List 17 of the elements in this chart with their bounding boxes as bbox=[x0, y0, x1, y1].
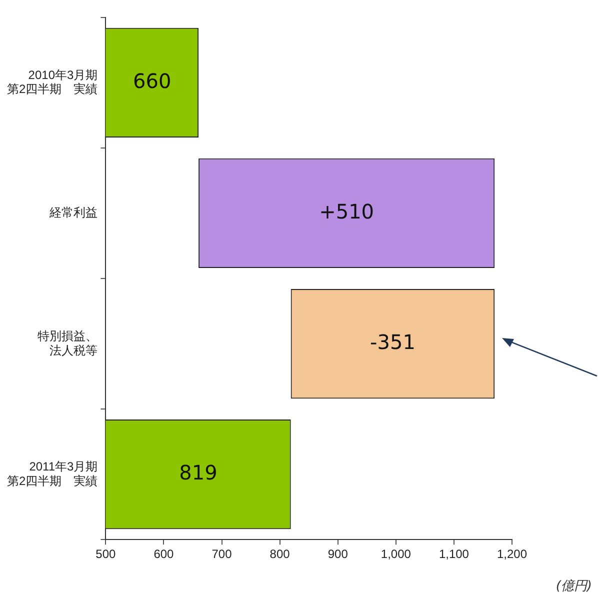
text: (億円) bbox=[556, 578, 592, 595]
data-label: 660 bbox=[133, 68, 172, 93]
y-tick-label: 2010年3月期第2四半期 実績 bbox=[6, 68, 98, 96]
y-tick-label: 特別損益、法人税等 bbox=[38, 328, 98, 358]
x-tick-label: 700 bbox=[212, 547, 232, 562]
x-tick-label: 800 bbox=[270, 547, 290, 562]
x-tick-label: 500 bbox=[96, 547, 116, 562]
data-label: +510 bbox=[319, 199, 374, 224]
x-tick-label: 600 bbox=[154, 547, 174, 562]
x-tick-label: 1,100 bbox=[438, 547, 470, 562]
data-label: -351 bbox=[370, 330, 416, 354]
x-tick-label: 1,000 bbox=[380, 547, 412, 562]
x-tick-label: 1,200 bbox=[496, 547, 528, 562]
data-label: 819 bbox=[179, 460, 218, 485]
y-tick-label: 2011年3月期第2四半期 実績 bbox=[6, 459, 98, 488]
y-tick-label: 経常利益 bbox=[48, 206, 98, 220]
x-tick-label: 900 bbox=[328, 547, 348, 562]
